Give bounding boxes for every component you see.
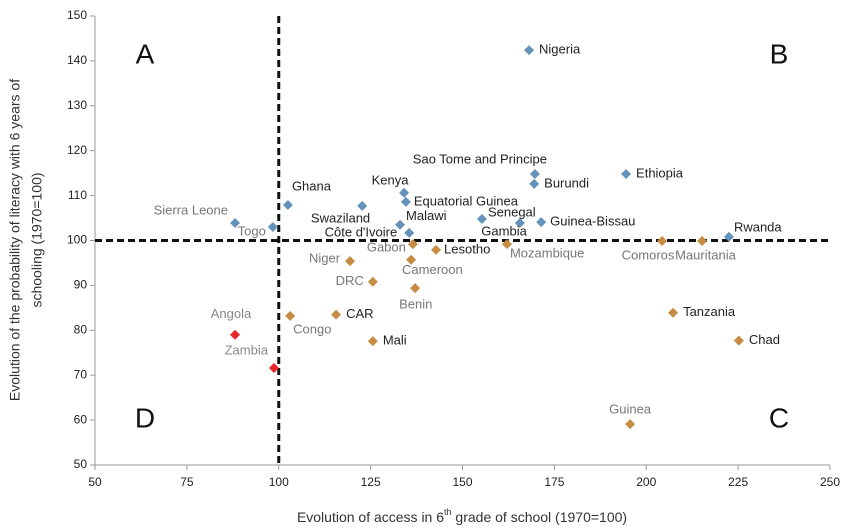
point bbox=[331, 309, 342, 320]
point bbox=[529, 169, 540, 180]
y-axis-label-line: schooling (1970=100) bbox=[29, 172, 45, 307]
point-label: Comoros bbox=[622, 247, 675, 262]
point bbox=[268, 363, 279, 374]
point bbox=[399, 187, 410, 198]
point-label: Togo bbox=[238, 223, 266, 238]
point-label: Swaziland bbox=[311, 210, 370, 225]
point bbox=[657, 235, 668, 246]
point bbox=[395, 219, 406, 230]
point-label: Tanzania bbox=[683, 304, 736, 319]
point bbox=[668, 307, 679, 318]
y-tick-label: 150 bbox=[67, 8, 87, 22]
point bbox=[514, 217, 525, 228]
x-tick-label: 150 bbox=[452, 475, 472, 489]
point-label: Mozambique bbox=[510, 246, 584, 261]
point bbox=[404, 227, 415, 238]
point bbox=[697, 235, 708, 246]
x-tick-label: 175 bbox=[544, 475, 564, 489]
point-label: Ghana bbox=[292, 178, 332, 193]
point-label: Burundi bbox=[544, 175, 589, 190]
y-tick-label: 100 bbox=[67, 233, 87, 247]
point-label: Nigeria bbox=[539, 42, 581, 57]
point bbox=[345, 256, 356, 267]
point bbox=[230, 217, 241, 228]
point-label: Malawi bbox=[406, 208, 447, 223]
point bbox=[230, 329, 241, 340]
y-tick-label: 70 bbox=[74, 367, 88, 381]
point bbox=[285, 310, 296, 321]
x-tick-label: 250 bbox=[820, 475, 840, 489]
quadrant-label: D bbox=[135, 402, 155, 433]
x-tick-label: 50 bbox=[88, 475, 102, 489]
point bbox=[501, 239, 512, 250]
point-label: Ethiopia bbox=[636, 165, 684, 180]
point-label: Benin bbox=[399, 297, 432, 312]
point-label: Niger bbox=[309, 251, 341, 266]
point-label: Equatorial Guinea bbox=[414, 193, 519, 208]
point bbox=[621, 169, 632, 180]
point-label: Guinea bbox=[609, 402, 652, 417]
point-label: Kenya bbox=[372, 172, 410, 187]
x-tick-label: 100 bbox=[269, 475, 289, 489]
point-label: Chad bbox=[749, 332, 780, 347]
point bbox=[529, 178, 540, 189]
point-label: Congo bbox=[293, 321, 331, 336]
x-tick-label: 200 bbox=[636, 475, 656, 489]
point-label: Senegal bbox=[488, 204, 536, 219]
x-tick-label: 125 bbox=[361, 475, 381, 489]
point-label: Gambia bbox=[481, 223, 527, 238]
x-axis-label: Evolution of access in 6th grade of scho… bbox=[297, 507, 627, 524]
point-label: Mali bbox=[383, 333, 407, 348]
quadrant-label: B bbox=[770, 38, 789, 69]
y-tick-label: 60 bbox=[74, 412, 88, 426]
point bbox=[625, 419, 636, 430]
quadrant-label: A bbox=[136, 38, 155, 69]
quadrant-label: C bbox=[769, 402, 789, 433]
point-label: Guinea-Bissau bbox=[550, 214, 635, 229]
point bbox=[476, 213, 487, 224]
point bbox=[410, 283, 421, 294]
point-label: Cameroon bbox=[402, 262, 463, 277]
y-tick-label: 140 bbox=[67, 53, 87, 67]
point bbox=[367, 276, 378, 287]
y-axis-label-line: Evolution of the probability of literacy… bbox=[7, 79, 23, 401]
point bbox=[406, 254, 417, 265]
point-label: Lesotho bbox=[444, 241, 490, 256]
point bbox=[723, 231, 734, 242]
y-tick-label: 90 bbox=[74, 278, 88, 292]
point-label: DRC bbox=[336, 273, 364, 288]
point bbox=[282, 200, 293, 211]
point-label: Sierra Leone bbox=[154, 202, 228, 217]
point-label: Mauritania bbox=[675, 247, 736, 262]
point bbox=[431, 244, 442, 255]
point bbox=[733, 335, 744, 346]
point-label: CAR bbox=[346, 306, 373, 321]
y-tick-label: 50 bbox=[74, 457, 88, 471]
y-tick-label: 120 bbox=[67, 143, 87, 157]
point bbox=[367, 336, 378, 347]
point bbox=[357, 200, 368, 211]
point bbox=[524, 45, 535, 56]
point-label: Rwanda bbox=[734, 219, 782, 234]
point bbox=[267, 222, 278, 233]
point bbox=[536, 217, 547, 228]
point-label: Zambia bbox=[225, 342, 269, 357]
x-tick-label: 75 bbox=[180, 475, 194, 489]
point-label: Angola bbox=[211, 306, 252, 321]
point-label: Côte d'Ivoire bbox=[325, 224, 398, 239]
y-tick-label: 130 bbox=[67, 98, 87, 112]
y-axis-label: Evolution of the probability of literacy… bbox=[7, 79, 45, 401]
x-tick-label: 225 bbox=[728, 475, 748, 489]
y-tick-label: 110 bbox=[68, 188, 87, 202]
point-label: Gabon bbox=[367, 240, 406, 255]
point-label: Sao Tome and Principe bbox=[413, 151, 547, 166]
point bbox=[400, 196, 411, 207]
point bbox=[407, 239, 418, 250]
y-tick-label: 80 bbox=[74, 322, 88, 336]
